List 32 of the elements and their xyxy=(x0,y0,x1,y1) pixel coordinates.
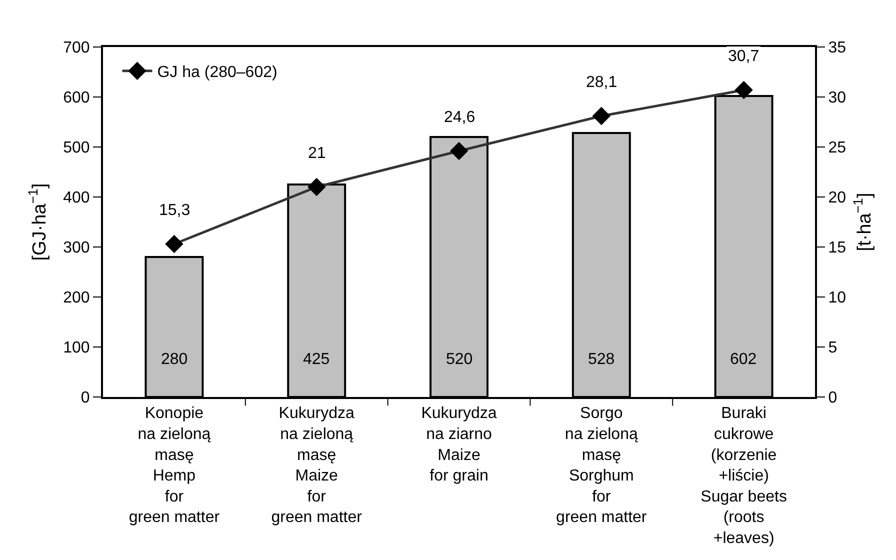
y2-tick-label: 0 xyxy=(828,390,838,407)
data-label: 602 xyxy=(730,351,757,368)
data-label: 280 xyxy=(161,351,188,368)
y2-tick-label: 10 xyxy=(828,290,846,307)
y-tick-label: 200 xyxy=(63,290,90,307)
y-tick-label: 300 xyxy=(63,240,90,257)
data-label: 24,6 xyxy=(444,109,476,126)
x-tick-label: Buraki cukrowe (korzenie +liście) Sugar beets (roots +leaves) xyxy=(700,405,787,547)
y2-tick-label: 25 xyxy=(828,140,846,157)
legend-label: GJ ha (280–602) xyxy=(157,64,278,82)
x-tick-label: Konopie na zieloną masę Hemp for green matter xyxy=(128,405,220,526)
y-tick-label: 700 xyxy=(63,40,90,57)
data-label: 28,1 xyxy=(586,74,618,91)
data-label: 15,3 xyxy=(159,202,190,219)
data-label: 30,7 xyxy=(728,48,760,65)
y2-tick-label: 15 xyxy=(828,240,846,257)
y-tick-label: 500 xyxy=(63,140,90,157)
x-tick-label: Kukurydza na ziarno Maize for grain xyxy=(421,405,497,485)
y2-tick-label: 20 xyxy=(828,190,846,207)
y2-tick-label: 30 xyxy=(828,90,846,107)
y-tick-label: 100 xyxy=(63,340,90,357)
x-tick-label: Kukurydza na zieloną masę Maize for green matter xyxy=(271,405,363,526)
data-label: 425 xyxy=(303,351,330,368)
data-label: 528 xyxy=(588,351,615,368)
y2-tick-label: 35 xyxy=(828,40,846,57)
data-label: 21 xyxy=(308,145,326,162)
y2-tick-label: 5 xyxy=(828,340,838,357)
y-tick-label: 600 xyxy=(63,90,90,107)
x-tick-label: Sorgo na zieloną masę Sorghum for green matter xyxy=(556,405,648,526)
y-tick-label: 400 xyxy=(63,190,90,207)
y-tick-label: 0 xyxy=(80,390,90,407)
data-label: 520 xyxy=(446,351,473,368)
